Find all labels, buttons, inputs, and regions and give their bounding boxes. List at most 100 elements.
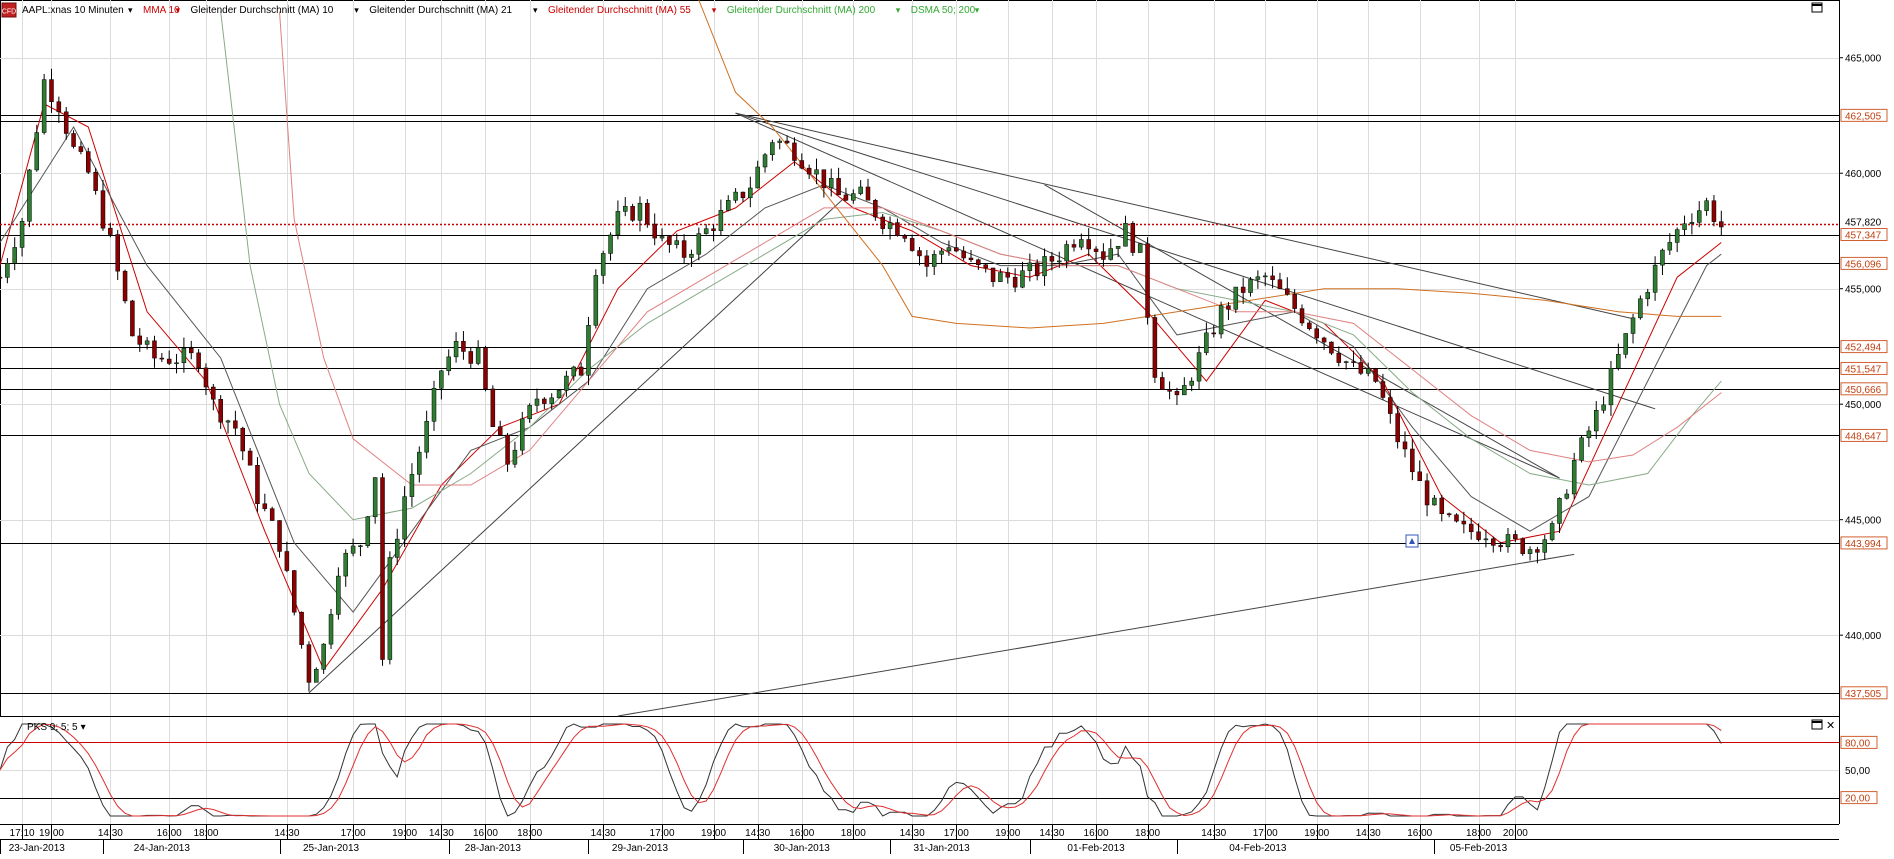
candle-down	[1086, 239, 1091, 250]
time-tick-label: 14:30	[274, 828, 299, 839]
indicator-legend-item[interactable]: AAPL:xnas 10 Minuten ▾	[22, 5, 133, 16]
indicator-legend-item[interactable]: MMA 10▾	[143, 5, 181, 16]
candle-up	[1115, 246, 1121, 249]
candle-up	[564, 375, 569, 391]
level-price-label: 457,347	[1845, 231, 1882, 242]
candle-up	[571, 366, 577, 377]
candle-up	[1218, 305, 1224, 335]
candle-up	[1564, 493, 1570, 499]
candle-down	[578, 366, 584, 376]
candle-up	[19, 221, 25, 248]
candle-up	[12, 247, 17, 264]
indicator-legend-item[interactable]: DSMA 50; 200 ▾	[911, 5, 980, 16]
candle-up	[1262, 275, 1268, 278]
candle-up	[725, 200, 731, 211]
candle-up	[402, 496, 407, 540]
candle-up	[1616, 354, 1621, 369]
time-tick-label: 18:00	[1466, 828, 1491, 839]
candle-down	[1174, 391, 1180, 396]
candle-up	[534, 398, 540, 406]
indicator-label: Gleitender Durchschnitt (MA) 10	[191, 5, 334, 16]
candle-down	[1071, 244, 1077, 248]
level-price-label: 462,505	[1845, 111, 1882, 122]
candle-down	[1211, 332, 1216, 335]
candle-down	[86, 151, 91, 173]
candle-up	[1608, 368, 1614, 406]
candle-down	[1159, 377, 1165, 390]
candle-down	[93, 171, 98, 191]
candle-down	[1336, 352, 1342, 363]
time-tick-label: 17:00	[341, 828, 366, 839]
sub-indicator-label[interactable]: PKS 9; 5; 5 ▾	[27, 722, 86, 733]
candle-up	[1189, 380, 1194, 386]
candle-up	[615, 211, 621, 236]
app-logo-icon	[1, 2, 17, 18]
legend-header: CFD AAPL:xnas 10 Minuten ▾ MMA 10▾ Gleitend…	[1, 2, 980, 18]
candle-down	[976, 259, 981, 265]
candle-up	[343, 552, 348, 577]
candle-down	[1145, 243, 1150, 318]
time-tick-label: 16:00	[157, 828, 182, 839]
candle-up	[549, 397, 554, 404]
indicator-legend-item[interactable]: Gleitender Durchschnitt (MA) 21 ▾	[369, 5, 538, 16]
candle-up	[556, 390, 562, 399]
candle-down	[961, 250, 966, 259]
candle-down	[1277, 279, 1283, 289]
candle-down	[159, 357, 165, 360]
candle-down	[1226, 305, 1231, 310]
sub-maximize-button[interactable]	[1811, 719, 1823, 730]
indicator-label: Gleitender Durchschnitt (MA) 200	[727, 5, 876, 16]
maximize-button[interactable]	[1811, 2, 1823, 13]
indicator-legend-item[interactable]: Gleitender Durchschnitt (MA) 55 ▾	[548, 5, 717, 16]
candle-down	[1101, 251, 1106, 260]
candle-down	[652, 223, 657, 239]
sub-close-icon[interactable]: ✕	[1826, 720, 1835, 732]
maximize-icon[interactable]	[1811, 2, 1823, 13]
candle-down	[784, 140, 790, 144]
candle-down	[1424, 480, 1430, 506]
candle-up	[703, 228, 709, 234]
candle-up	[453, 340, 459, 358]
level-price-box	[1840, 108, 1888, 122]
candle-up	[1586, 430, 1592, 439]
candle-up	[1137, 243, 1143, 253]
trend-line	[735, 112, 1634, 320]
candle-down	[211, 386, 216, 400]
time-tick-label: 19:00	[1304, 828, 1329, 839]
candle-up	[608, 234, 613, 254]
candle-down	[1520, 538, 1525, 554]
date-tick-label: 31-Jan-2013	[913, 843, 970, 854]
candle-down	[667, 236, 672, 245]
candle-down	[1373, 368, 1378, 382]
price-tick-label: 450,000	[1845, 400, 1882, 411]
candle-down	[291, 570, 297, 613]
candle-down	[1395, 413, 1400, 443]
chevron-down-icon: ▾	[712, 5, 717, 15]
time-tick-label: 16:00	[789, 828, 814, 839]
candle-up	[733, 191, 738, 201]
time-tick-label: 19:00	[39, 828, 64, 839]
time-tick-label: 17:00	[1253, 828, 1278, 839]
candle-down	[122, 270, 128, 302]
date-tick-label: 25-Jan-2013	[303, 843, 360, 854]
candle-up	[475, 347, 481, 364]
sub-maximize-icon[interactable]	[1811, 719, 1823, 730]
candle-down	[483, 347, 488, 390]
candle-up	[1527, 549, 1533, 554]
candle-down	[836, 178, 841, 196]
candle-up	[1255, 276, 1261, 280]
candle-up	[689, 253, 694, 258]
candle-up	[512, 449, 518, 465]
level-price-box	[1840, 428, 1888, 442]
candle-up	[321, 643, 326, 670]
time-tick-label: 14:30	[1039, 828, 1064, 839]
level-price-label: 443,994	[1845, 539, 1882, 550]
date-tick-label: 04-Feb-2013	[1229, 843, 1287, 854]
time-tick-label: 14:30	[1356, 828, 1381, 839]
candle-up	[34, 132, 40, 171]
indicator-legend-item[interactable]: Gleitender Durchschnitt (MA) 10 ▾	[191, 5, 360, 16]
indicator-legend-item[interactable]: Gleitender Durchschnitt (MA) 200 ▾	[727, 5, 901, 16]
candle-down	[880, 216, 885, 229]
candle-up	[358, 545, 363, 547]
